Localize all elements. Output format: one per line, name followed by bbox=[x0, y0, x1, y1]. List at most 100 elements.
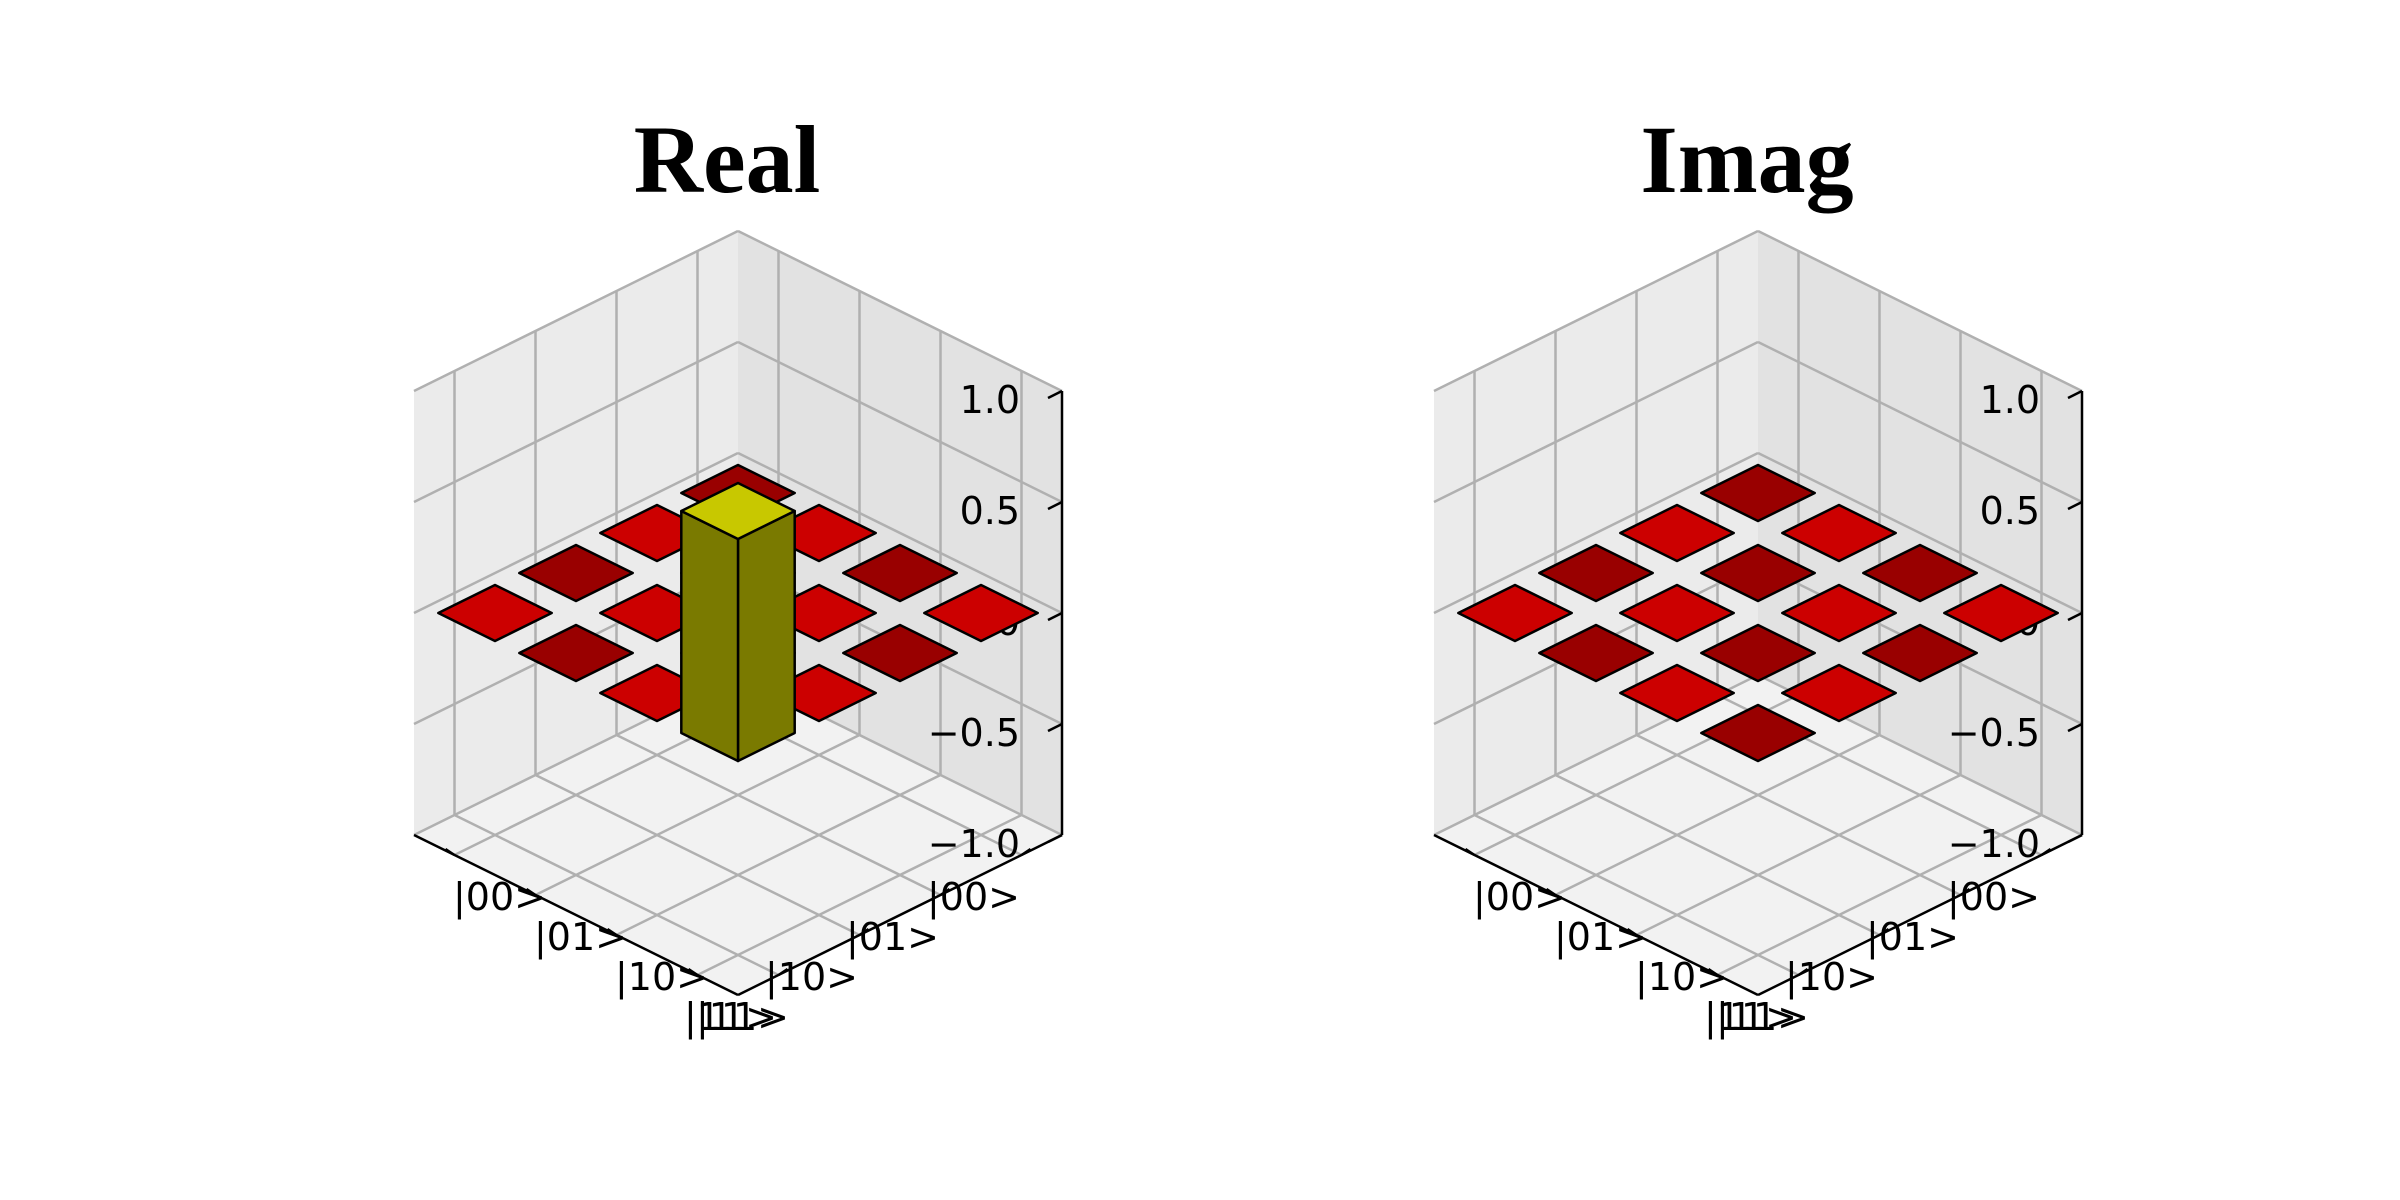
wall-gridline bbox=[737, 451, 1063, 615]
floor-gridline bbox=[696, 813, 1023, 977]
bar-1-1 bbox=[1700, 543, 1816, 603]
x-tick-mark bbox=[1878, 927, 1890, 937]
y-tick-label: |11> bbox=[1716, 995, 1809, 1040]
bar-top bbox=[437, 583, 553, 643]
z-tick-label: 0.5 bbox=[960, 489, 1020, 533]
wall-gridline bbox=[1757, 229, 2083, 393]
real-part-panel: Real 1.00.50.0−0.5−1.0|00>|01>|10>|11>|1… bbox=[413, 106, 1064, 1040]
bar-top bbox=[1619, 663, 1735, 723]
bar-top bbox=[1781, 663, 1897, 723]
z-tick-mark bbox=[2067, 722, 2083, 733]
bar-top bbox=[1862, 543, 1978, 603]
floor-gridline bbox=[1554, 733, 1881, 897]
floor-gridline bbox=[1554, 773, 1881, 937]
wall-gridline bbox=[413, 229, 739, 393]
floor-gridline bbox=[1635, 733, 1962, 897]
floor-gridline bbox=[453, 813, 780, 977]
bar-2-2 bbox=[1700, 623, 1816, 683]
z-tick-label: −1.0 bbox=[928, 822, 1020, 866]
bar-2-0 bbox=[1862, 543, 1978, 603]
floor-gridline bbox=[1473, 813, 1800, 977]
bar-top bbox=[518, 623, 634, 683]
y-tick-label: |11> bbox=[696, 995, 789, 1040]
bar-top bbox=[1619, 583, 1735, 643]
wall-gridline bbox=[1433, 451, 1759, 615]
floor-gridline bbox=[534, 773, 861, 937]
x-axis-line bbox=[737, 833, 1063, 997]
z-tick-mark bbox=[1047, 500, 1063, 511]
wall-gridline bbox=[1757, 340, 2083, 504]
x-ticks: |00>|01>|10>|11> bbox=[1704, 847, 2052, 1040]
wall-gridline bbox=[413, 451, 739, 615]
z-tick-mark bbox=[1047, 611, 1063, 622]
bar-side-front-right bbox=[680, 509, 740, 763]
y-tick-label: |00> bbox=[1473, 875, 1566, 920]
z-tick-mark bbox=[2067, 833, 2083, 844]
bar-top bbox=[842, 543, 958, 603]
z-tick-mark bbox=[2067, 389, 2083, 400]
y-tick-label: |01> bbox=[1554, 915, 1647, 960]
y-tick-label: |10> bbox=[1635, 955, 1728, 1000]
x-tick-label: |11> bbox=[684, 995, 777, 1040]
bar-3-3 bbox=[680, 481, 796, 763]
bar-3-3 bbox=[1700, 703, 1816, 763]
x-tick-mark bbox=[1959, 887, 1971, 897]
x-tick-label: |01> bbox=[1866, 915, 1959, 960]
bar-0-2 bbox=[1538, 543, 1654, 603]
floor-gridline bbox=[1716, 813, 2043, 977]
bar-top bbox=[1862, 623, 1978, 683]
bar-2-0 bbox=[842, 543, 958, 603]
floor-gridline bbox=[534, 733, 861, 897]
y-tick-mark bbox=[606, 927, 618, 937]
bar-top bbox=[1943, 583, 2059, 643]
floor-gridline bbox=[1635, 773, 1962, 937]
bar-0-0 bbox=[1700, 463, 1816, 523]
y-ticks: |11>|10>|01>|00> bbox=[444, 847, 789, 1040]
bar-0-3 bbox=[437, 583, 553, 643]
y-tick-mark bbox=[1545, 887, 1557, 897]
bar-1-3 bbox=[518, 623, 634, 683]
bar-1-2 bbox=[1619, 583, 1735, 643]
bar-top bbox=[1781, 503, 1897, 563]
x-tick-label: |11> bbox=[1704, 995, 1797, 1040]
bar-0-2 bbox=[518, 543, 634, 603]
y-tick-label: |10> bbox=[615, 955, 708, 1000]
y-tick-mark bbox=[1707, 967, 1719, 977]
x-tick-mark bbox=[1797, 967, 1809, 977]
x-tick-mark bbox=[858, 927, 870, 937]
z-tick-mark bbox=[1047, 833, 1063, 844]
y-tick-mark bbox=[1626, 927, 1638, 937]
y-tick-mark bbox=[1464, 847, 1476, 857]
z-tick-label: 1.0 bbox=[1980, 378, 2040, 422]
x-tick-label: |10> bbox=[765, 955, 858, 1000]
floor-gridline bbox=[615, 773, 942, 937]
x-tick-label: |10> bbox=[1785, 955, 1878, 1000]
bar-top bbox=[1781, 583, 1897, 643]
bars bbox=[437, 463, 1039, 763]
bar-top bbox=[680, 481, 796, 541]
x-tick-label: |01> bbox=[846, 915, 939, 960]
wall-gridline bbox=[1757, 451, 2083, 615]
y-axis-line bbox=[1433, 833, 1759, 997]
z-tick-label: −1.0 bbox=[1948, 822, 2040, 866]
wall-gridline bbox=[1433, 340, 1759, 504]
bar-top bbox=[1538, 543, 1654, 603]
y-axis-line bbox=[413, 833, 739, 997]
y-tick-mark bbox=[444, 847, 456, 857]
x-tick-mark bbox=[1020, 847, 1032, 857]
x-tick-mark bbox=[939, 887, 951, 897]
bar-top bbox=[923, 583, 1039, 643]
bar-top bbox=[1700, 543, 1816, 603]
bar-top bbox=[1700, 463, 1816, 523]
z-tick-label: −0.5 bbox=[1948, 711, 2040, 755]
y-tick-label: |00> bbox=[453, 875, 546, 920]
y-tick-mark bbox=[525, 887, 537, 897]
z-tick-mark bbox=[1047, 389, 1063, 400]
bar-2-1 bbox=[1781, 583, 1897, 643]
bar-top bbox=[1457, 583, 1573, 643]
bar-3-0 bbox=[1943, 583, 2059, 643]
x-ticks: |00>|01>|10>|11> bbox=[684, 847, 1032, 1040]
z-tick-label: −0.5 bbox=[928, 711, 1020, 755]
bar-0-1 bbox=[1619, 503, 1735, 563]
x-axis-line bbox=[1757, 833, 2083, 997]
